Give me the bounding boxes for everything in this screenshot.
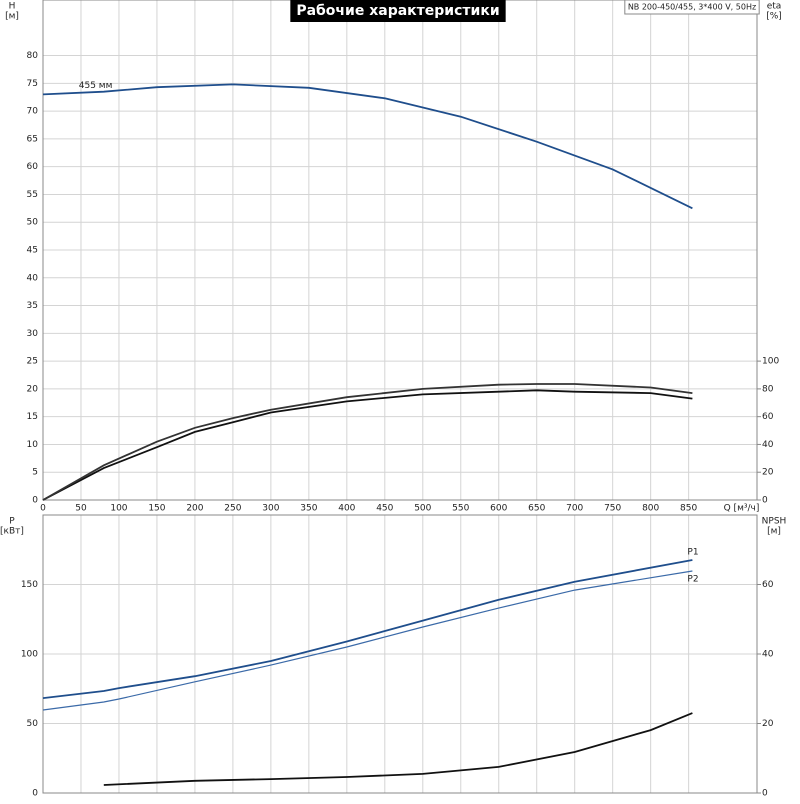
y-axis-label: P xyxy=(9,517,15,527)
y-tick-label: 15 xyxy=(27,412,38,422)
y-tick-label: 55 xyxy=(27,190,38,200)
y-tick-label: 5 xyxy=(32,468,38,478)
y-tick-label: 75 xyxy=(27,79,38,89)
y-tick-label: 70 xyxy=(27,107,39,117)
y2-tick-label: 0 xyxy=(762,789,768,799)
x-tick-label: 250 xyxy=(224,504,241,514)
y-axis-label: H xyxy=(9,2,16,12)
y2-tick-label: 60 xyxy=(762,580,774,590)
page-title: Рабочие характеристики xyxy=(296,3,499,19)
x-tick-label: 400 xyxy=(338,504,355,514)
title-background xyxy=(290,0,506,22)
curve-label: 455 мм xyxy=(79,81,113,91)
x-tick-label: 850 xyxy=(680,504,697,514)
x-tick-label: 500 xyxy=(414,504,431,514)
y-tick-label: 0 xyxy=(32,789,38,799)
x-tick-label: 700 xyxy=(566,504,583,514)
x-tick-label: 50 xyxy=(75,504,87,514)
x-tick-label: 800 xyxy=(642,504,659,514)
curve xyxy=(42,83,693,210)
y-tick-label: 50 xyxy=(27,719,39,729)
y2-axis-unit: [%] xyxy=(766,12,782,22)
y-tick-label: 30 xyxy=(27,329,39,339)
y-axis-unit: [м] xyxy=(5,12,19,22)
x-tick-label: 750 xyxy=(604,504,621,514)
x-tick-label: 100 xyxy=(110,504,127,514)
curve xyxy=(42,389,693,501)
x-tick-label: 600 xyxy=(490,504,507,514)
y-tick-label: 0 xyxy=(32,496,38,506)
y-tick-label: 45 xyxy=(27,246,38,256)
curve xyxy=(42,559,693,699)
y2-tick-label: 80 xyxy=(762,384,774,394)
x-tick-label: 150 xyxy=(148,504,165,514)
y-tick-label: 10 xyxy=(27,440,39,450)
y-tick-label: 80 xyxy=(27,51,39,61)
x-tick-label: 0 xyxy=(40,504,46,514)
y2-tick-label: 0 xyxy=(762,496,768,506)
y-tick-label: 20 xyxy=(27,384,39,394)
model-box xyxy=(624,0,760,15)
x-tick-label: 300 xyxy=(262,504,279,514)
y2-tick-label: 40 xyxy=(762,650,774,660)
x-tick-label: 450 xyxy=(376,504,393,514)
x-tick-label: 550 xyxy=(452,504,469,514)
model-label: NB 200-450/455, 3*400 V, 50Hz xyxy=(628,3,756,12)
x-tick-label: 350 xyxy=(300,504,317,514)
y-tick-label: 35 xyxy=(27,301,38,311)
curve xyxy=(103,712,693,786)
y2-tick-label: 40 xyxy=(762,440,774,450)
y2-tick-label: 20 xyxy=(762,468,774,478)
curve xyxy=(42,570,693,711)
y2-axis-label: eta xyxy=(767,2,782,12)
y-tick-label: 65 xyxy=(27,134,38,144)
y-tick-label: 150 xyxy=(21,580,38,590)
x-axis-label: Q [м³/ч] xyxy=(724,504,760,514)
y2-tick-label: 100 xyxy=(762,357,779,367)
x-tick-label: 200 xyxy=(186,504,203,514)
y-axis-unit: [кВт] xyxy=(0,527,24,537)
y-tick-label: 40 xyxy=(27,273,39,283)
curve-label: P1 xyxy=(687,548,698,558)
y2-axis-label: NPSH xyxy=(762,517,787,527)
y2-axis-unit: [м] xyxy=(767,527,781,537)
y2-tick-label: 20 xyxy=(762,719,774,729)
x-tick-label: 650 xyxy=(528,504,545,514)
y-tick-label: 60 xyxy=(27,162,39,172)
y-tick-label: 25 xyxy=(27,357,38,367)
plot-frame xyxy=(42,514,758,794)
y2-tick-label: 60 xyxy=(762,412,774,422)
plot-frame xyxy=(42,0,758,501)
curve-label: P2 xyxy=(687,575,698,585)
curve xyxy=(42,383,693,501)
y-tick-label: 50 xyxy=(27,218,39,228)
y-tick-label: 100 xyxy=(21,650,38,660)
